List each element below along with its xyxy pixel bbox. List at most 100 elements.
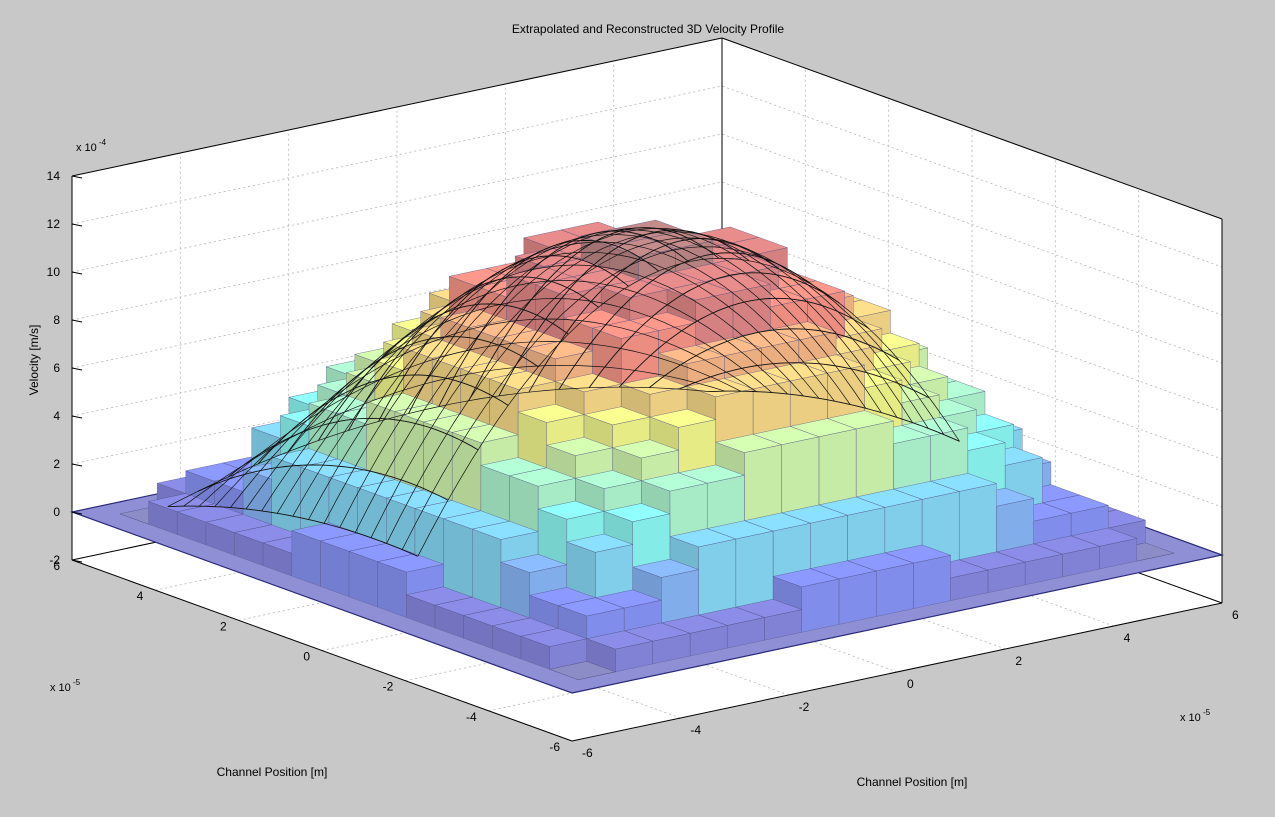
z-tick-mark bbox=[71, 175, 83, 179]
x-axis-exponent: x 10 -5 bbox=[50, 678, 81, 694]
measured-mesh-line bbox=[198, 341, 741, 507]
z-tick-label: 6 bbox=[53, 361, 60, 375]
measured-mesh-line bbox=[261, 264, 804, 512]
measured-mesh-line bbox=[214, 318, 757, 507]
x-tick-label: 4 bbox=[1124, 631, 1131, 645]
surface-face-front bbox=[838, 570, 877, 625]
z-tick-label: 12 bbox=[47, 217, 61, 231]
svg-text:-5: -5 bbox=[1203, 708, 1211, 717]
measured-mesh-line bbox=[370, 231, 913, 538]
z-tick-mark bbox=[71, 319, 83, 323]
z-tick-mark bbox=[71, 223, 83, 227]
surface-column bbox=[520, 628, 588, 670]
y-tick-label: -2 bbox=[383, 680, 394, 694]
measured-mesh-line bbox=[245, 280, 788, 510]
surface-face-top bbox=[471, 521, 539, 540]
surface-face-top bbox=[451, 424, 519, 443]
y-tick-label: 4 bbox=[137, 589, 144, 603]
measured-mesh-line bbox=[417, 257, 960, 557]
surface-face-top bbox=[517, 404, 585, 423]
surface-plot bbox=[69, 219, 1225, 694]
x-tick-label: 0 bbox=[907, 677, 914, 691]
surface-face-top bbox=[715, 434, 783, 453]
grid-line-z bbox=[71, 133, 1223, 316]
y-tick-label: -4 bbox=[466, 710, 477, 724]
y-tick-label: 0 bbox=[303, 650, 310, 664]
surface-face-top bbox=[603, 503, 671, 522]
surface-face-top bbox=[377, 553, 445, 573]
z-tick-label: 10 bbox=[47, 265, 61, 279]
svg-text:x 10: x 10 bbox=[1180, 712, 1201, 724]
measured-mesh-line bbox=[308, 234, 851, 520]
z-tick-mark bbox=[71, 463, 83, 467]
surface-face-top bbox=[557, 597, 625, 617]
y-axis-exponent: x 10 -5 bbox=[1180, 708, 1211, 724]
surface-face-top bbox=[508, 467, 577, 487]
chart-title: Extrapolated and Reconstructed 3D Veloci… bbox=[512, 22, 784, 36]
z-tick-label: 2 bbox=[53, 457, 60, 471]
z-tick-mark bbox=[71, 415, 83, 419]
grid-line-z bbox=[71, 229, 1223, 412]
x-tick-label: -2 bbox=[799, 700, 810, 714]
surface-face-top bbox=[537, 500, 605, 520]
measured-mesh-line bbox=[230, 298, 773, 508]
surface-face-top bbox=[566, 533, 634, 553]
y-tick-label: 2 bbox=[220, 619, 227, 633]
axis-edge bbox=[721, 37, 1223, 220]
x-tick-label: -6 bbox=[582, 746, 593, 760]
z-tick-mark bbox=[71, 559, 83, 563]
x-tick-label: -4 bbox=[690, 723, 701, 737]
x-tick-label: 6 bbox=[1232, 608, 1239, 622]
surface-face-top bbox=[586, 630, 654, 650]
svg-text:-4: -4 bbox=[99, 138, 107, 147]
svg-text:x 10: x 10 bbox=[50, 682, 71, 694]
surface-face-top bbox=[632, 559, 700, 578]
x-tick-label: 2 bbox=[1015, 654, 1022, 668]
surface-column bbox=[586, 630, 654, 673]
x-axis-label: Channel Position [m] bbox=[217, 765, 328, 779]
z-tick-mark bbox=[71, 511, 83, 515]
y-tick-label: -6 bbox=[549, 740, 560, 754]
svg-text:x 10: x 10 bbox=[76, 142, 97, 154]
surface-face-front bbox=[801, 578, 840, 633]
surface-face-top bbox=[546, 437, 614, 456]
measured-mesh-line bbox=[354, 228, 898, 533]
surface-column bbox=[233, 524, 302, 566]
surface-face-front bbox=[913, 554, 951, 609]
surface-face-top bbox=[526, 340, 594, 359]
z-tick-label: 8 bbox=[53, 313, 60, 327]
grid-line-z bbox=[71, 277, 1223, 460]
z-axis-label: Velocity [m/s] bbox=[27, 325, 41, 396]
svg-text:-5: -5 bbox=[73, 678, 81, 687]
axis-edge bbox=[71, 559, 573, 742]
tick-labels: -2 0 2 4 6 8 10 12 14 -6 -4 -2 0 2 4 6 -6 -4 -2 0 2 4 6 bbox=[47, 169, 1239, 760]
measured-mesh-line bbox=[323, 229, 867, 524]
measured-mesh-line bbox=[292, 241, 835, 517]
z-axis-exponent: x 10 -4 bbox=[76, 138, 107, 154]
axis-edge bbox=[71, 37, 723, 177]
surface-face-top bbox=[500, 554, 568, 573]
surface-face-top bbox=[640, 472, 708, 492]
z-tick-label: 4 bbox=[53, 409, 60, 423]
z-tick-label: -2 bbox=[49, 553, 60, 567]
z-tick-label: 14 bbox=[47, 169, 61, 183]
surface-face-top bbox=[772, 568, 840, 588]
y-tick-label: 6 bbox=[53, 559, 60, 573]
z-tick-mark bbox=[71, 271, 83, 275]
grid-line-z bbox=[71, 85, 1223, 268]
measured-mesh-overlay bbox=[167, 227, 960, 557]
surface-face-top bbox=[649, 408, 717, 428]
measured-mesh-line bbox=[276, 251, 820, 514]
surface-face-front bbox=[876, 562, 914, 617]
surface-face-top bbox=[520, 628, 588, 647]
measured-mesh-line bbox=[167, 386, 710, 507]
y-axis-label: Channel Position [m] bbox=[857, 775, 968, 789]
surface-face-top bbox=[583, 406, 651, 426]
surface-face-top bbox=[669, 528, 737, 548]
surface-face-top bbox=[548, 661, 617, 680]
z-tick-mark bbox=[71, 367, 83, 371]
grid-line-z bbox=[71, 181, 1223, 364]
surface-column bbox=[548, 661, 617, 680]
measured-mesh-line bbox=[401, 246, 945, 550]
surface-face-top bbox=[574, 470, 642, 489]
